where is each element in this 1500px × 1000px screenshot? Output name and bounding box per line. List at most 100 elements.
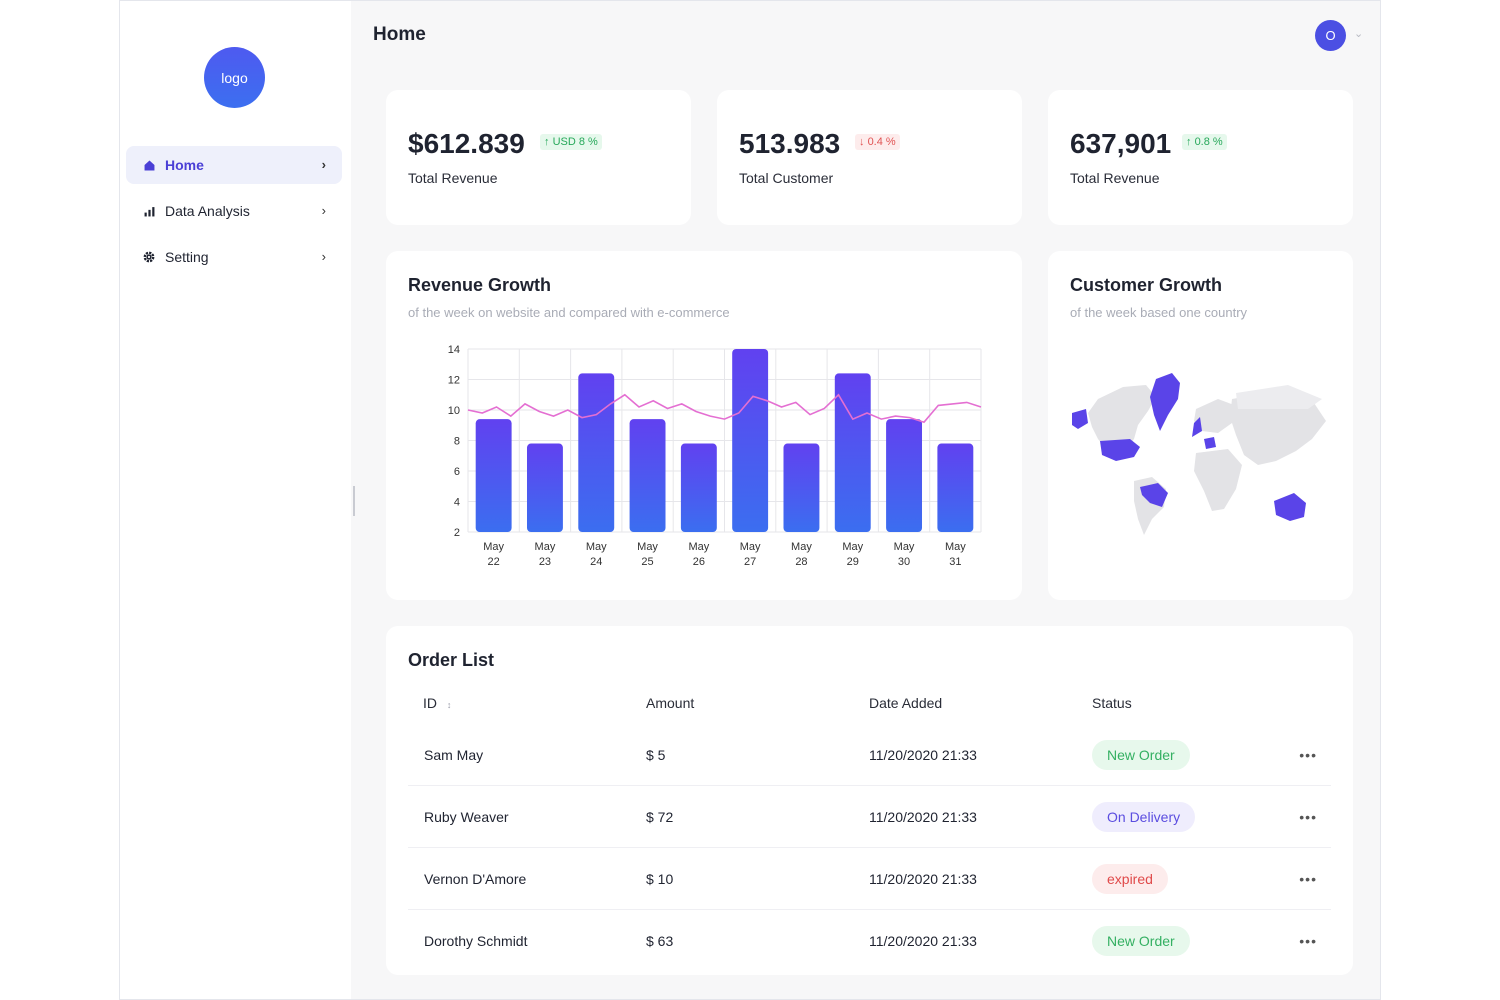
map-region-usa bbox=[1100, 439, 1140, 461]
order-id: Ruby Weaver bbox=[424, 809, 509, 825]
avatar[interactable]: O bbox=[1315, 20, 1346, 51]
page-title: Home bbox=[373, 24, 426, 45]
chevron-right-icon: › bbox=[321, 249, 326, 264]
stat-value: 513.983 bbox=[739, 128, 841, 159]
card-subtitle: of the week based one country bbox=[1070, 305, 1248, 320]
trend-badge: ↑ USD 8 % bbox=[540, 134, 602, 150]
y-tick-label: 10 bbox=[448, 405, 460, 417]
column-header-id[interactable]: ID ↕ bbox=[423, 695, 451, 711]
dashboard-app: logo Home › Data Analysis › Setting › Ho… bbox=[119, 0, 1381, 1000]
map-region-north-america bbox=[1088, 385, 1156, 455]
sidebar-item-label: Home bbox=[165, 157, 204, 173]
chevron-down-icon[interactable]: ⌄ bbox=[1354, 28, 1364, 40]
arrow-up-icon: ↑ bbox=[1186, 136, 1192, 148]
home-icon bbox=[143, 159, 155, 171]
customer-growth-card: Customer Growth of the week based one co… bbox=[1048, 251, 1353, 600]
map-region-asia bbox=[1230, 391, 1326, 465]
order-amount: $ 10 bbox=[646, 871, 674, 887]
column-header-date: Date Added bbox=[869, 695, 943, 711]
gear-icon bbox=[143, 251, 155, 263]
column-header-amount: Amount bbox=[646, 695, 695, 711]
card-title: Revenue Growth bbox=[408, 275, 552, 295]
y-tick-label: 4 bbox=[454, 497, 460, 509]
order-list-card: Order List ID ↕ Amount Date Added Status… bbox=[386, 626, 1353, 975]
order-id: Vernon D'Amore bbox=[424, 871, 527, 887]
stat-label: Total Revenue bbox=[408, 170, 498, 186]
y-tick-label: 14 bbox=[448, 344, 460, 356]
order-date: 11/20/2020 21:33 bbox=[869, 933, 977, 949]
series-line bbox=[467, 393, 982, 424]
order-date: 11/20/2020 21:33 bbox=[869, 871, 977, 887]
map-region-australia bbox=[1274, 493, 1306, 521]
bar bbox=[578, 373, 615, 532]
stat-card-revenue-2: 637,901 ↑ 0.8 % Total Revenue bbox=[1048, 90, 1353, 225]
y-tick-label: 8 bbox=[454, 436, 460, 448]
x-tick-label: May 22 bbox=[483, 541, 504, 568]
trend-badge-text: USD 8 % bbox=[552, 136, 598, 148]
map-region-france bbox=[1204, 437, 1216, 449]
sidebar-item-data-analysis[interactable]: Data Analysis › bbox=[126, 192, 342, 230]
arrow-down-icon: ↓ bbox=[859, 136, 865, 148]
revenue-growth-card: Revenue Growth of the week on website an… bbox=[386, 251, 1022, 600]
y-tick-label: 6 bbox=[454, 466, 460, 478]
bar bbox=[526, 443, 563, 532]
order-amount: $ 5 bbox=[646, 747, 666, 763]
bar bbox=[886, 419, 923, 532]
x-tick-label: May 31 bbox=[945, 541, 966, 568]
table-row[interactable]: Ruby Weaver $ 72 11/20/2020 21:33 On Del… bbox=[408, 786, 1331, 848]
map-region-greenland bbox=[1150, 373, 1180, 431]
map-region-africa bbox=[1194, 449, 1242, 511]
sidebar-item-label: Setting bbox=[165, 249, 209, 265]
more-options-icon[interactable]: ••• bbox=[1299, 933, 1317, 949]
revenue-bar-chart: 2 4 6 8 10 12 14 May 22 May 23 May 24 May 25 May 26 May 27… bbox=[448, 344, 982, 568]
more-options-icon[interactable]: ••• bbox=[1299, 871, 1317, 887]
x-tick-label: May 27 bbox=[740, 541, 761, 568]
map-region-alaska bbox=[1072, 409, 1088, 429]
trend-badge-text: 0.8 % bbox=[1194, 136, 1223, 148]
bar bbox=[937, 443, 974, 532]
bar bbox=[834, 373, 871, 532]
sidebar: logo Home › Data Analysis › Setting › bbox=[120, 1, 351, 999]
order-date: 11/20/2020 21:33 bbox=[869, 747, 977, 763]
arrow-up-icon: ↑ bbox=[544, 136, 550, 148]
bar bbox=[629, 419, 666, 532]
chevron-right-icon: › bbox=[321, 203, 326, 218]
more-options-icon[interactable]: ••• bbox=[1299, 809, 1317, 825]
chevron-right-icon: › bbox=[321, 157, 326, 172]
stat-card-customer: 513.983 ↓ 0.4 % Total Customer bbox=[717, 90, 1022, 225]
card-subtitle: of the week on website and compared with… bbox=[408, 305, 730, 320]
column-header-label: ID bbox=[423, 695, 437, 711]
table-row[interactable]: Dorothy Schmidt $ 63 11/20/2020 21:33 Ne… bbox=[408, 910, 1331, 972]
card-title: Customer Growth bbox=[1070, 275, 1223, 295]
bar bbox=[732, 349, 769, 532]
order-date: 11/20/2020 21:33 bbox=[869, 809, 977, 825]
bar-chart-icon bbox=[143, 205, 155, 217]
logo[interactable]: logo bbox=[204, 47, 265, 108]
status-badge: New Order bbox=[1092, 926, 1190, 956]
sidebar-item-home[interactable]: Home › bbox=[126, 146, 342, 184]
trend-badge: ↓ 0.4 % bbox=[855, 134, 900, 150]
map-region-europe bbox=[1194, 399, 1234, 433]
card-title: Order List bbox=[408, 650, 495, 670]
scrollbar-handle[interactable] bbox=[353, 486, 355, 516]
x-tick-label: May 23 bbox=[535, 541, 556, 568]
more-options-icon[interactable]: ••• bbox=[1299, 747, 1317, 763]
x-tick-label: May 28 bbox=[791, 541, 812, 568]
stat-value: 637,901 bbox=[1070, 128, 1172, 159]
x-tick-label: May 26 bbox=[688, 541, 709, 568]
x-tick-label: May 24 bbox=[586, 541, 607, 568]
map-region-russia bbox=[1236, 385, 1322, 409]
table-row[interactable]: Sam May $ 5 11/20/2020 21:33 New Order •… bbox=[408, 724, 1331, 786]
sort-icon[interactable]: ↕ bbox=[446, 700, 452, 710]
bar bbox=[783, 443, 820, 532]
y-tick-label: 12 bbox=[448, 375, 460, 387]
x-tick-label: May 30 bbox=[894, 541, 915, 568]
stat-card-revenue: $612.839 ↑ USD 8 % Total Revenue bbox=[386, 90, 691, 225]
world-map bbox=[1072, 373, 1326, 535]
status-badge: expired bbox=[1092, 864, 1168, 894]
bar bbox=[680, 443, 717, 532]
trend-badge-text: 0.4 % bbox=[867, 136, 896, 148]
trend-badge: ↑ 0.8 % bbox=[1182, 134, 1227, 150]
table-row[interactable]: Vernon D'Amore $ 10 11/20/2020 21:33 exp… bbox=[408, 848, 1331, 910]
sidebar-item-setting[interactable]: Setting › bbox=[126, 238, 342, 276]
